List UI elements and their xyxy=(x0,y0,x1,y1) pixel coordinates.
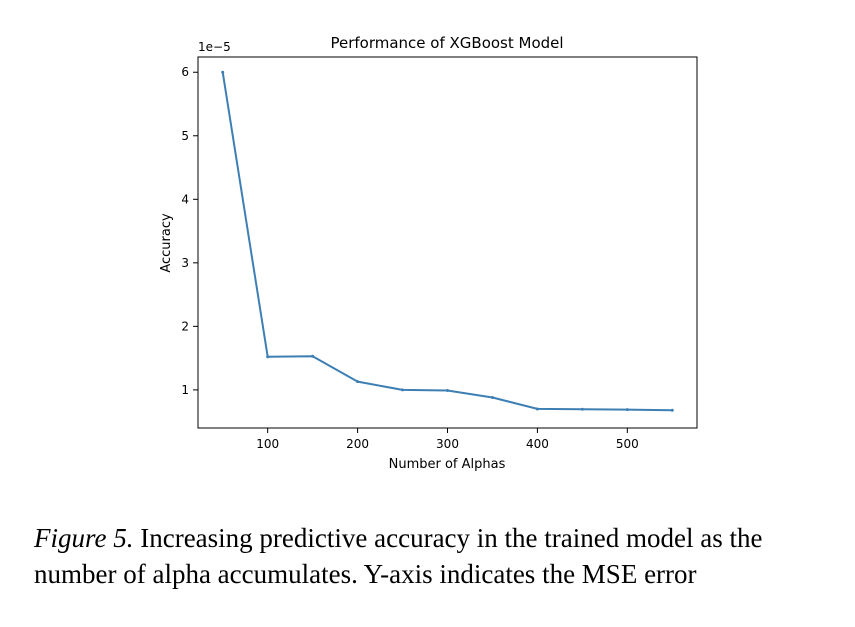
y-offset-label: 1e−5 xyxy=(198,40,231,54)
x-axis-label: Number of Alphas xyxy=(389,457,506,472)
chart: Performance of XGBoost Model 1e−5 100 200… xyxy=(159,34,698,472)
series-line xyxy=(221,72,673,412)
x-tick-label: 100 xyxy=(256,437,279,451)
figure-caption: Figure 5. Increasing predictive accuracy… xyxy=(34,520,834,592)
x-tick-label: 200 xyxy=(346,437,369,451)
data-point xyxy=(221,70,225,74)
plot-frame xyxy=(197,56,698,429)
x-tick-label: 400 xyxy=(526,437,549,451)
y-tick-label: 1 xyxy=(181,383,189,397)
caption-text: Increasing predictive accuracy in the tr… xyxy=(34,523,763,589)
data-point xyxy=(535,407,539,411)
x-tick-label: 500 xyxy=(616,437,639,451)
data-point xyxy=(580,407,584,411)
data-point xyxy=(625,408,629,412)
data-point xyxy=(401,388,405,392)
y-tick-label: 4 xyxy=(181,192,189,206)
data-point xyxy=(446,389,449,393)
caption-label: Figure 5. xyxy=(34,523,134,553)
y-tick-label: 2 xyxy=(181,319,189,333)
y-tick-label: 6 xyxy=(181,65,189,79)
data-point xyxy=(266,355,270,359)
series-layer xyxy=(221,70,674,412)
x-axis: 100 200 300 400 500 xyxy=(256,428,639,451)
data-point xyxy=(311,354,315,358)
data-point xyxy=(356,380,360,384)
x-tick-label: 300 xyxy=(436,437,459,451)
chart-title: Performance of XGBoost Model xyxy=(330,34,563,52)
y-tick-label: 5 xyxy=(181,129,189,143)
y-axis-label: Accuracy xyxy=(159,213,174,273)
data-point xyxy=(490,396,494,400)
data-point xyxy=(670,408,674,412)
y-tick-label: 3 xyxy=(181,256,189,270)
y-axis: 1 2 3 4 5 6 xyxy=(181,65,198,397)
